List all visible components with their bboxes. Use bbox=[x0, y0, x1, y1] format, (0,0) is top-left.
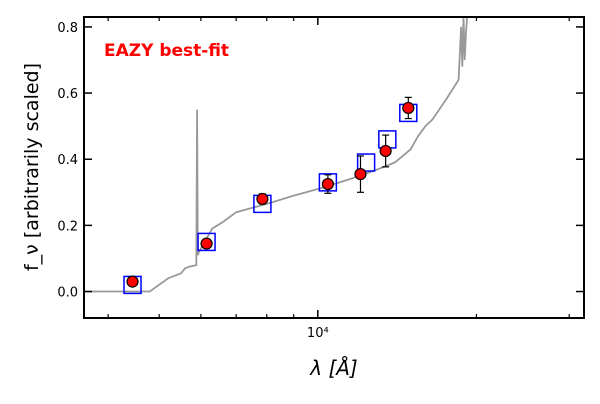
y-tick-label: 0.6 bbox=[57, 87, 78, 102]
y-tick-label: 0.4 bbox=[57, 153, 78, 168]
marks-layer bbox=[84, 17, 469, 295]
observed-flux-point bbox=[354, 168, 367, 181]
model-flux-square bbox=[197, 232, 216, 252]
annotation-label: EAZY best-fit bbox=[104, 41, 229, 61]
observed-flux-point bbox=[379, 144, 392, 158]
model-flux-square bbox=[356, 153, 376, 172]
y-tick-label: 0.0 bbox=[57, 286, 78, 301]
ticks-layer: 0.0 0.2 0.4 0.6 0.8 10⁴ bbox=[57, 17, 584, 341]
y-tick-label: 0.8 bbox=[57, 21, 78, 36]
x-tick-label: 10⁴ bbox=[307, 326, 329, 341]
observed-flux-point bbox=[126, 275, 139, 288]
observed-flux-point bbox=[321, 177, 334, 191]
observed-flux-point bbox=[402, 101, 415, 115]
y-axis-label: f_ν [arbitrarily scaled] bbox=[21, 63, 43, 271]
observed-flux-point bbox=[200, 237, 213, 250]
x-axis-label: λ [Å] bbox=[309, 356, 357, 380]
y-tick-label: 0.2 bbox=[57, 219, 78, 234]
plot-frame bbox=[83, 16, 585, 319]
observed-flux-point bbox=[256, 192, 269, 206]
